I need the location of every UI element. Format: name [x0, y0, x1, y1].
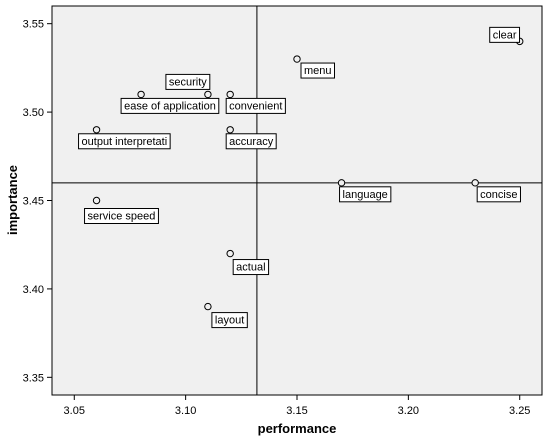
point-label-box: [339, 186, 392, 203]
y-tick-label: 3.50: [23, 107, 44, 119]
y-tick-label: 3.40: [23, 284, 44, 296]
point-label-box: [84, 208, 159, 224]
point-group: actual: [226, 249, 270, 276]
data-point: [92, 126, 101, 134]
data-point: [226, 126, 234, 134]
point-group: language: [337, 179, 392, 203]
point-label: output interpretati: [82, 136, 168, 148]
x-axis: 3.05 3.10 3.15 3.20 3.25: [64, 395, 530, 417]
point-group: layout: [204, 302, 248, 329]
point-group: convenient: [225, 90, 286, 114]
point-label: concise: [480, 189, 517, 201]
point-label-box: [211, 312, 248, 329]
point-label: security: [169, 76, 207, 88]
x-tick-label: 3.10: [175, 405, 196, 417]
point-group: concise: [471, 179, 521, 203]
point-label-box: [120, 97, 220, 114]
data-point: [204, 90, 212, 99]
point-label-box: [78, 133, 171, 150]
point-label: language: [343, 189, 388, 201]
data-point: [226, 249, 234, 258]
data-point: [137, 90, 145, 99]
y-tick-label: 3.55: [23, 19, 44, 31]
point-group: accuracy: [225, 126, 277, 150]
x-axis-title: performance: [258, 421, 337, 436]
point-label: service speed: [88, 211, 156, 223]
data-point: [293, 55, 301, 63]
y-axis: 3.35 3.40 3.45 3.50 3.55: [23, 19, 52, 384]
x-tick-label: 3.15: [286, 405, 307, 417]
x-tick-label: 3.25: [509, 405, 530, 417]
point-label: menu: [304, 65, 332, 77]
point-label-box: [165, 73, 211, 90]
point-label: layout: [215, 315, 244, 327]
y-axis-title: importance: [5, 165, 20, 235]
plot-area: [51, 5, 543, 396]
point-label-box: [489, 26, 521, 43]
data-point: [226, 90, 234, 99]
point-group: menu: [293, 55, 335, 79]
point-label: convenient: [229, 100, 282, 112]
data-point: [92, 196, 101, 205]
x-tick-label: 3.20: [398, 405, 419, 417]
point-label: actual: [236, 262, 265, 274]
point-group: ease of application: [120, 90, 220, 114]
point-label-box: [225, 133, 277, 150]
point-group: output interpretati: [78, 126, 171, 150]
reference-lines: [52, 6, 542, 395]
point-label-box: [232, 259, 270, 276]
point-label-box: [300, 62, 335, 79]
data-point: [337, 179, 346, 187]
x-tick-label: 3.05: [64, 405, 85, 417]
point-label: clear: [493, 29, 517, 41]
data-points: clear menu security ease of application conv…: [78, 26, 524, 329]
point-group: clear: [489, 26, 524, 46]
data-point: [471, 179, 479, 187]
point-label: ease of application: [124, 100, 216, 112]
point-group: security: [165, 73, 212, 99]
point-group: service speed: [84, 196, 159, 224]
data-point: [204, 302, 212, 311]
point-label-box: [225, 97, 286, 114]
point-label-box: [476, 186, 521, 203]
y-tick-label: 3.35: [23, 372, 44, 384]
y-tick-label: 3.45: [23, 196, 44, 208]
point-label: accuracy: [229, 136, 274, 148]
